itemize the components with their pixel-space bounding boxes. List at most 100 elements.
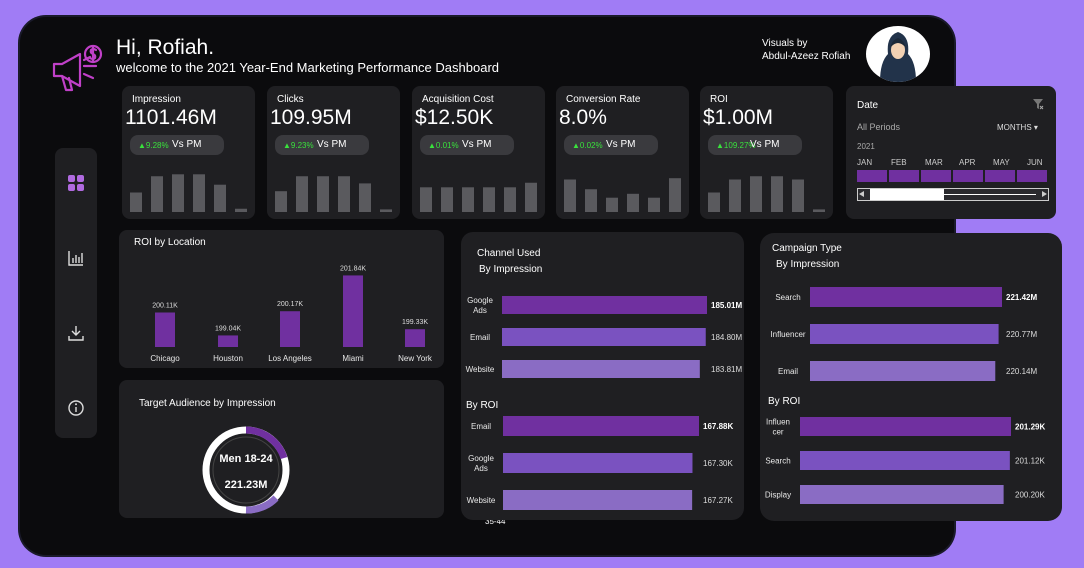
kpi-spark-bar: [214, 184, 226, 212]
kpi-value: 109.95M: [270, 106, 352, 129]
info-icon[interactable]: [66, 398, 86, 418]
hbar[interactable]: [502, 328, 706, 346]
kpi-sparkline: [275, 176, 392, 212]
kpi-value: $1.00M: [703, 106, 774, 129]
kpi-card: Acquisition Cost $12.50K ▲0.01% Vs PM: [412, 86, 545, 219]
location-bar-label: 200.17K: [277, 301, 303, 308]
channel-charts: 185.01M Google Ads 184.80M Email 183.81M Websi…: [466, 296, 742, 510]
period-label: All Periods: [857, 122, 901, 132]
kpi-spark-bar: [627, 193, 639, 212]
kpi-change-pill: ▲9.23% Vs PM: [275, 135, 369, 155]
hbar-value-label: 167.30K: [703, 459, 733, 468]
kpi-change-pct: ▲0.02%: [572, 141, 603, 150]
hbar[interactable]: [810, 287, 1002, 307]
location-category-label: Los Angeles: [268, 354, 312, 363]
hbar[interactable]: [503, 453, 693, 473]
hbar-category-label: Display: [765, 491, 791, 500]
bar-chart-icon[interactable]: [66, 248, 86, 268]
kpi-spark-bar: [813, 209, 825, 212]
hbar[interactable]: [503, 490, 693, 510]
hbar-value-label: 167.27K: [703, 496, 733, 505]
kpi-change-pill: ▲9.28% Vs PM: [130, 135, 224, 155]
month-label[interactable]: JUN: [1027, 158, 1043, 167]
kpi-vs-label: Vs PM: [317, 139, 347, 150]
hbar[interactable]: [800, 485, 1004, 504]
location-category-label: Miami: [342, 354, 364, 363]
kpi-sparkline: [130, 174, 247, 212]
hbar-category-label: Influencer: [770, 330, 805, 339]
hbar[interactable]: [502, 296, 707, 314]
hbar-value-label: 200.20K: [1015, 491, 1045, 500]
hbar-category-label: Email: [471, 422, 491, 431]
kpi-spark-bar: [606, 197, 618, 212]
avatar-illustration-icon: [880, 32, 916, 82]
hbar-category-label: Website: [467, 496, 496, 505]
campaign-sub-roi: By ROI: [768, 396, 801, 407]
donut-center-value: 221.23M: [224, 479, 268, 491]
month-label[interactable]: MAY: [993, 158, 1010, 167]
scroll-left-icon[interactable]: [859, 191, 864, 197]
location-bar[interactable]: [155, 312, 175, 348]
kpi-spark-bar: [296, 176, 308, 212]
kpi-spark-bar: [193, 174, 205, 212]
location-bar[interactable]: [280, 311, 300, 347]
location-bar-label: 201.84K: [340, 265, 366, 272]
hbar-value-label: 201.29K: [1015, 423, 1045, 432]
donut-segment-highlight: [245, 426, 288, 460]
sidebar: [55, 148, 97, 438]
hbar-category-label: Website: [466, 365, 495, 374]
month-label[interactable]: APR: [959, 158, 976, 167]
chevron-down-icon: ▾: [1033, 123, 1038, 132]
dashboard-grid-icon[interactable]: [66, 173, 86, 193]
kpi-title: Conversion Rate: [566, 94, 641, 105]
kpi-spark-bar: [338, 176, 350, 212]
kpi-card: Clicks 109.95M ▲9.23% Vs PM: [267, 86, 400, 219]
month-label[interactable]: FEB: [891, 158, 907, 167]
audience-title: Target Audience by Impression: [139, 398, 276, 409]
megaphone-logo-icon: [52, 44, 103, 92]
month-timeline-bar[interactable]: [857, 170, 1047, 182]
hbar-category-label: Google Ads: [467, 296, 493, 315]
kpi-value: 1101.46M: [125, 106, 217, 129]
scrollbar-thumb[interactable]: [870, 189, 944, 200]
channel-title: Channel Used: [477, 248, 541, 259]
timeline-scrollbar[interactable]: [857, 188, 1049, 201]
kpi-spark-bar: [172, 174, 184, 212]
download-icon[interactable]: [66, 323, 86, 343]
hbar[interactable]: [810, 324, 999, 344]
clear-filter-icon[interactable]: [1032, 98, 1044, 110]
granularity-dropdown[interactable]: MONTHS ▾: [997, 123, 1038, 132]
location-bar-label: 200.11K: [152, 303, 178, 310]
location-bar[interactable]: [343, 275, 363, 347]
hbar-category-label: Email: [470, 333, 490, 342]
hbar-value-label: 221.42M: [1006, 293, 1037, 302]
year-label: 2021: [857, 142, 875, 151]
hbar[interactable]: [810, 361, 996, 381]
kpi-value: 8.0%: [559, 106, 607, 129]
hbar[interactable]: [503, 416, 699, 436]
channel-card: Channel Used By Impression By ROI 185.01…: [461, 232, 744, 520]
date-title: Date: [857, 100, 879, 111]
hbar[interactable]: [502, 360, 700, 378]
channel-sub-impression: By Impression: [479, 264, 543, 275]
location-bar[interactable]: [218, 335, 238, 347]
hbar[interactable]: [800, 451, 1010, 470]
kpi-sparkline: [420, 182, 537, 212]
kpi-spark-bar: [151, 176, 163, 212]
month-label[interactable]: MAR: [925, 158, 943, 167]
kpi-card: Conversion Rate 8.0% ▲0.02% Vs PM: [556, 86, 689, 219]
location-category-label: Houston: [213, 354, 243, 363]
scroll-right-icon[interactable]: [1042, 191, 1047, 197]
hbar-value-label: 220.77M: [1006, 330, 1037, 339]
month-label[interactable]: JAN: [857, 158, 873, 167]
kpi-change-pct: ▲0.01%: [428, 141, 459, 150]
kpi-spark-bar: [525, 182, 537, 212]
kpi-value: $12.50K: [415, 106, 494, 129]
kpi-title: Impression: [132, 94, 181, 105]
kpi-spark-bar: [504, 187, 516, 212]
hbar[interactable]: [800, 417, 1011, 436]
kpi-sparkline: [564, 178, 681, 212]
hbar-value-label: 185.01M: [711, 301, 742, 310]
kpi-spark-bar: [275, 191, 287, 212]
location-bar[interactable]: [405, 329, 425, 347]
